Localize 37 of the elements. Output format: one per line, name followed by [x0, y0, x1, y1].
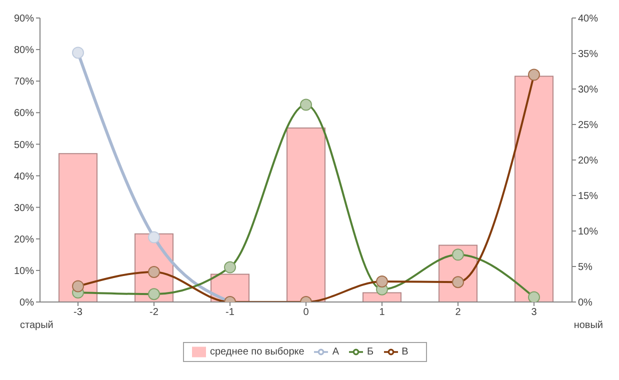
point [72, 46, 84, 59]
y-tick-label: 30% [14, 202, 34, 214]
x-tick-label: -1 [226, 307, 235, 318]
y2-tick-label: 10% [578, 226, 598, 238]
legend-label: В [402, 346, 408, 358]
text: новый [574, 320, 603, 331]
y-tick-label: 80% [14, 45, 34, 56]
y2-tick-label: 20% [578, 156, 598, 167]
bar [514, 76, 554, 302]
y2-tick-label: 25% [578, 120, 598, 132]
y-tick-label: 90% [14, 14, 34, 25]
y2-tick-label: 30% [578, 84, 598, 96]
legend-label: среднее по выборке [210, 346, 304, 358]
y-tick-label: 0% [20, 298, 34, 309]
y2-tick-label: 0% [578, 298, 593, 309]
y2-tick-label: 40% [578, 14, 598, 25]
bar [58, 153, 98, 302]
point [148, 231, 160, 244]
y2-tick-label: 35% [578, 49, 598, 60]
bar [286, 128, 326, 302]
x-tick-label: -2 [150, 307, 159, 318]
y-tick-label: 40% [14, 171, 34, 182]
y2-tick-label: 15% [578, 191, 598, 202]
x-tick-label: 3 [531, 307, 538, 318]
legend-label: Б [367, 346, 374, 358]
legend-label: А [332, 346, 339, 358]
y-tick-label: 20% [14, 234, 34, 246]
x-tick-label: 2 [455, 307, 462, 318]
x-tick-label: 0 [303, 307, 310, 318]
x-tick-label: 1 [379, 307, 386, 318]
text: старый [20, 320, 54, 331]
y2-tick-label: 5% [578, 262, 593, 274]
y-tick-label: 10% [14, 266, 34, 277]
x-tick-label: -3 [74, 307, 83, 318]
y-tick-label: 70% [14, 76, 34, 88]
y-tick-label: 60% [14, 108, 34, 120]
y-tick-label: 50% [14, 140, 34, 151]
